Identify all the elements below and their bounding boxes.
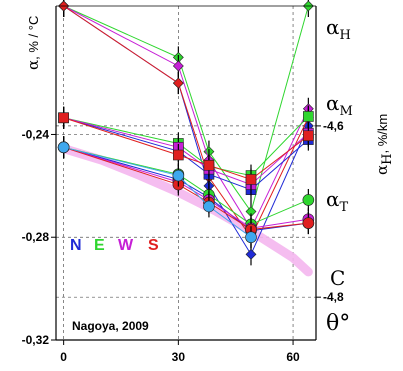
series-m-s [58,106,314,191]
square-marker [203,159,215,171]
circle-marker [302,217,315,229]
news-legend: N E W S [70,237,159,254]
left-tick-label: -0,24 [22,127,50,141]
circle-marker [245,231,257,244]
theta-label: θ° [326,311,350,336]
group-label-alpha-h: αH [326,15,351,43]
left-tick-label: -0,32 [22,333,50,347]
legend-letter-n: N [70,237,82,254]
axes: -0,24 -0,28 -0,32 -4,6 -4,8 0 30 60 [22,5,344,364]
diamond-marker [172,60,184,72]
diamond-marker [245,248,257,260]
c-curve-layer [59,144,313,277]
left-axis-title: α, % / °C [24,16,42,70]
series-t-theta [57,136,257,249]
c-curve [59,144,313,277]
labels: αH αM αT C θ° Nagoya, 2009 N E W S α, % … [24,15,395,336]
series-line [63,5,309,239]
series-t-w [57,136,315,240]
series-line [63,117,309,186]
square-marker [245,174,257,185]
x-tick-label: 0 [60,350,67,364]
series-m-e [58,105,314,187]
series-line [63,146,309,231]
legend-letter-w: W [118,237,134,254]
square-marker [303,111,314,122]
location-annotation: Nagoya, 2009 [72,319,149,333]
series-h-n [58,0,314,266]
group-label-alpha-t: αT [326,187,349,215]
square-marker [173,149,184,161]
series-line [63,146,252,238]
circle-marker [57,141,70,154]
series-h-w [58,0,314,240]
grid [56,6,316,341]
left-tick-label: -0,28 [22,230,50,244]
group-label-alpha-m: αM [326,91,353,119]
x-tick-label: 60 [286,350,300,364]
square-marker [303,130,314,142]
circle-marker [203,200,215,213]
series-layer [57,0,315,266]
diamond-marker [172,77,184,89]
circle-marker [172,169,185,182]
right-axis-title: αH, %/km [373,114,395,175]
x-tick-label: 30 [172,350,186,364]
right-tick-label: -4,8 [323,290,344,304]
legend-letter-e: E [94,237,105,254]
square-marker [58,112,69,124]
c-curve-label: C [330,266,345,290]
legend-letter-s: S [148,237,159,254]
circle-marker [302,194,315,206]
right-tick-label: -4,6 [323,119,344,133]
